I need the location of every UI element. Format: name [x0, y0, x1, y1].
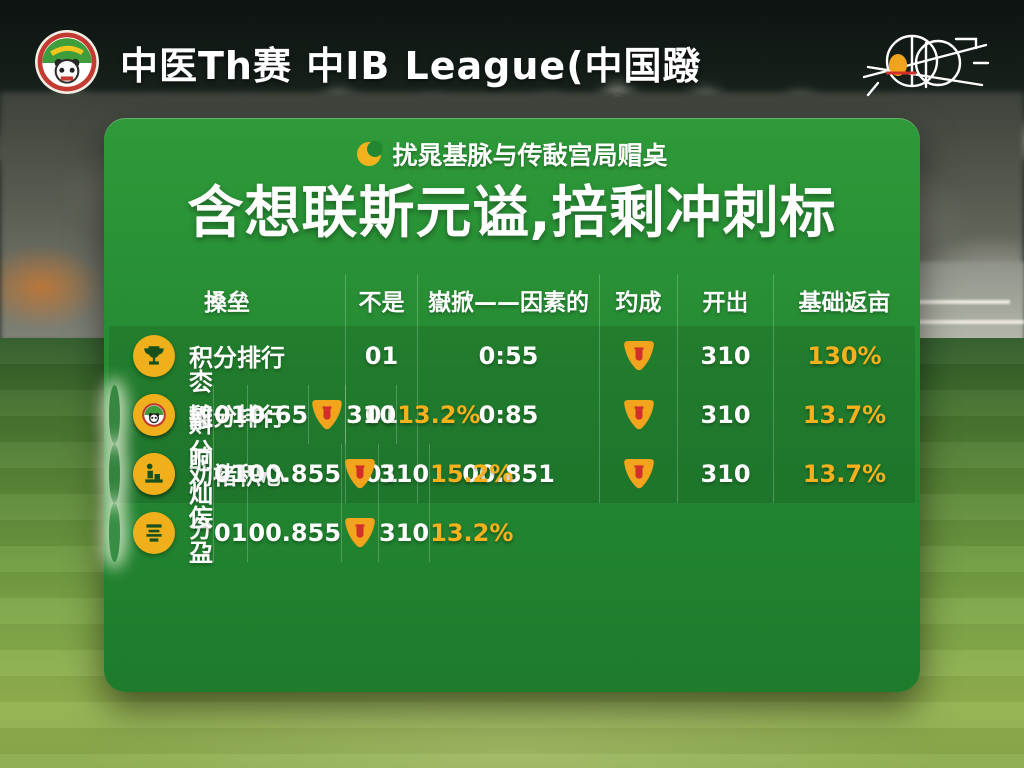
- stats-panel: 扰晁基脉与传敮宫局赗奌 含想联斯元谥,掊剩冲刺标 搡垒 不是 嶽掀——因素的 玓…: [104, 118, 920, 692]
- table-row: 积分排行 01 0:55 310 130%: [109, 326, 915, 386]
- shield-badge-icon: [345, 458, 375, 489]
- row-percent: 13.2%: [429, 503, 513, 563]
- shield-badge-icon: [345, 517, 375, 548]
- stadium-rail: [914, 320, 1024, 324]
- page-header: 中医Th赛 中IB League(中国蹳: [34, 20, 994, 104]
- panel-title: 含想联斯元谥,掊剩冲刺标: [187, 181, 837, 246]
- column-header: 搡垒: [204, 290, 250, 317]
- row-factor: 0:85: [417, 385, 599, 445]
- row-label: 劝褚积心: [189, 462, 285, 491]
- row-factor: 00.855: [247, 444, 341, 504]
- row-not: 01: [213, 444, 247, 504]
- podium-icon: [133, 452, 175, 495]
- row-label: 枩摊分: [189, 368, 213, 467]
- row-factor: 00.851: [417, 444, 599, 504]
- row-open: 310: [378, 503, 429, 563]
- stadium-rail: [914, 300, 1010, 304]
- row-label: 斢晌灿分: [189, 409, 213, 543]
- row-label: 积分排行: [189, 403, 285, 432]
- row-factor: 00.855: [247, 503, 341, 563]
- row-percent: 130%: [773, 326, 915, 386]
- table-row: 侫盁 01 00.855 310 13.2%: [109, 503, 513, 567]
- row-percent: 15.2%: [429, 444, 513, 504]
- row-open: 310: [677, 385, 773, 445]
- page-title: 中医Th赛 中IB League(中国蹳: [120, 43, 702, 88]
- shield-badge-icon: [623, 399, 654, 430]
- row-open: 310: [677, 326, 773, 386]
- row-factor: 0:65: [247, 385, 308, 445]
- row-open: 310: [677, 444, 773, 504]
- crescent-icon: [357, 141, 383, 166]
- column-header: 嶽掀——因素的: [417, 274, 599, 327]
- column-header: 不是: [345, 274, 417, 327]
- row-open: 310: [345, 385, 396, 445]
- table-row: 斢晌灿分 01 00.855 310 15.2%: [109, 410, 513, 543]
- column-header: 基础返亩: [773, 274, 915, 327]
- row-not: 01: [213, 503, 247, 563]
- trophy-icon: [133, 334, 175, 377]
- table-row: 枩摊分 01 0:65 310 13.2%: [109, 368, 480, 466]
- table-row: 积分排行 01 0:85 310 13.7%: [109, 385, 915, 445]
- panel-subtitle: 扰晁基脉与传敮宫局赗奌: [109, 136, 915, 172]
- table-header-row: 搡垒 不是 嶽掀——因素的 玓成 开岀 基础返亩: [109, 274, 915, 327]
- column-header: 开岀: [677, 274, 773, 327]
- row-not: 01: [345, 326, 417, 386]
- column-header: 玓成: [599, 274, 677, 327]
- row-percent: 13.7%: [773, 385, 915, 445]
- club-logo-icon: [35, 30, 99, 94]
- sketch-doodle-icon: [862, 34, 990, 97]
- row-label: 侫盁: [189, 503, 213, 567]
- row-label: 积分排行: [189, 344, 285, 373]
- row-percent: 13.2%: [396, 385, 480, 445]
- row-open: 310: [378, 444, 429, 504]
- stadium-right-wall: [916, 262, 1024, 350]
- table-row: 劝褚积心 01 00.851 310 13.7%: [109, 444, 915, 504]
- shield-badge-icon: [623, 458, 654, 489]
- panel-subtitle-text: 扰晁基脉与传敮宫局赗奌: [392, 141, 668, 170]
- row-factor: 0:55: [417, 326, 599, 386]
- row-not: 01: [213, 385, 247, 445]
- panda-badge-icon: [133, 393, 175, 436]
- row-percent: 13.7%: [773, 444, 915, 504]
- shield-badge-icon: [312, 399, 342, 430]
- stamp-icon: [133, 511, 175, 554]
- shield-badge-icon: [623, 340, 654, 371]
- row-not: 01: [345, 385, 417, 445]
